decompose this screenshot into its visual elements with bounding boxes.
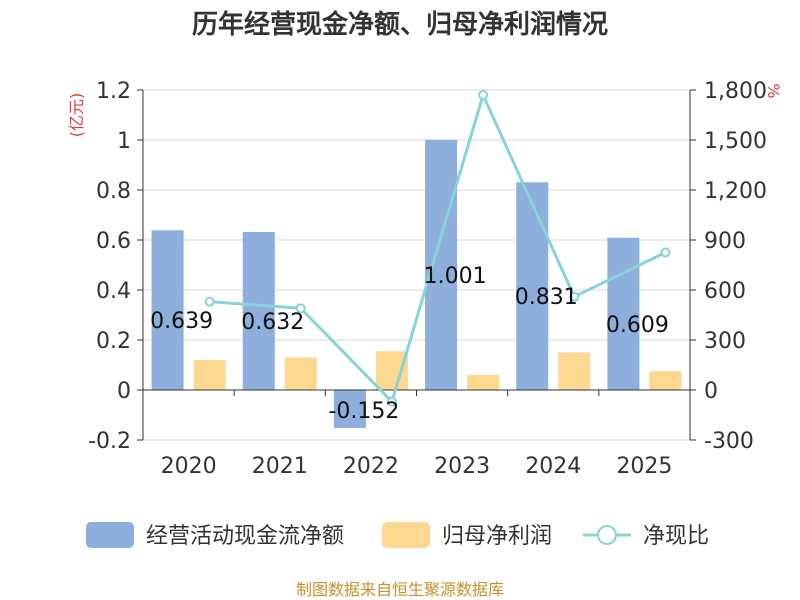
- bar-value-label: 0.639: [150, 309, 213, 334]
- bar-value-label: -0.152: [328, 399, 399, 424]
- legend-swatch-cashflow: [86, 522, 134, 548]
- cashflow-bar: [516, 182, 549, 390]
- legend-marker-ratio: [597, 525, 617, 545]
- net-profit-bar: [649, 371, 682, 390]
- ratio-point: [295, 303, 306, 314]
- x-axis-tick-label: 2021: [252, 454, 308, 479]
- net-profit-bar: [558, 352, 591, 390]
- ratio-point: [660, 247, 671, 258]
- right-axis-tick-label: 900: [704, 229, 746, 254]
- source-note: 制图数据来自恒生聚源数据库: [296, 580, 504, 599]
- net-profit-bar: [467, 375, 500, 390]
- left-axis-tick-label: 1: [117, 129, 131, 154]
- left-axis-tick-label: 0.6: [96, 229, 131, 254]
- data-labels: 0.639 0.632 -0.152 1.001 0.831 0.609: [150, 264, 669, 424]
- right-axis-tick-label: 1,200: [704, 179, 767, 204]
- legend-label-cashflow: 经营活动现金流净额: [146, 524, 344, 549]
- x-axis-tick-label: 2022: [343, 454, 399, 479]
- x-axis-tick-label: 2025: [616, 454, 672, 479]
- left-axis-tick-label: 0.2: [96, 329, 131, 354]
- cashflow-bar: [333, 390, 366, 428]
- x-axis-tick-label: 2024: [525, 454, 581, 479]
- bar-value-label: 0.831: [515, 285, 578, 310]
- left-axis-tick-label: 1.2: [96, 79, 131, 104]
- left-axis-unit: (亿元): [67, 93, 86, 138]
- net-profit-bar: [375, 351, 408, 390]
- left-axis-tick-label: 0: [117, 379, 131, 404]
- bars: [151, 139, 682, 428]
- right-axis-tick-label: 300: [704, 329, 746, 354]
- legend-swatch-net-profit: [382, 522, 430, 548]
- legend-label-ratio: 净现比: [643, 524, 709, 549]
- cashflow-bar: [425, 139, 458, 390]
- axes: [137, 89, 696, 441]
- tick-labels: -0.2 0 0.2 0.4 0.6 0.8 1 1.2 -300 0 300 600 900 1,200…: [88, 79, 767, 479]
- ratio-point: [386, 396, 397, 407]
- ratio-point: [569, 291, 580, 302]
- right-axis-tick-label: 0: [704, 379, 718, 404]
- cashflow-bar: [607, 237, 640, 390]
- bar-value-label: 0.609: [606, 313, 669, 338]
- legend: 经营活动现金流净额 归母净利润 净现比: [86, 522, 709, 549]
- ratio-point: [478, 90, 489, 100]
- left-axis-tick-label: 0.8: [96, 179, 131, 204]
- right-axis-tick-label: 1,500: [704, 129, 767, 154]
- right-axis-tick-label: 600: [704, 279, 746, 304]
- x-axis-tick-label: 2020: [161, 454, 217, 479]
- chart-title: 历年经营现金净额、归母净利润情况: [192, 9, 608, 40]
- net-profit-bar: [284, 357, 317, 390]
- net-profit-bar: [193, 360, 226, 390]
- bar-value-label: 0.632: [241, 310, 304, 335]
- ratio-line: [204, 90, 671, 407]
- cashflow-bar: [242, 232, 275, 390]
- right-axis-tick-label: -300: [704, 429, 754, 454]
- ratio-point: [204, 296, 215, 307]
- legend-label-net-profit: 归母净利润: [442, 524, 552, 549]
- cashflow-bar: [151, 230, 184, 390]
- x-axis-tick-label: 2023: [434, 454, 490, 479]
- left-axis-tick-label: 0.4: [96, 279, 131, 304]
- bar-value-label: 1.001: [424, 264, 487, 289]
- right-axis-tick-label: 1,800: [704, 79, 767, 104]
- ratio-line-path: [209, 90, 667, 405]
- left-axis-tick-label: -0.2: [88, 429, 131, 454]
- right-axis-unit: %: [764, 83, 783, 98]
